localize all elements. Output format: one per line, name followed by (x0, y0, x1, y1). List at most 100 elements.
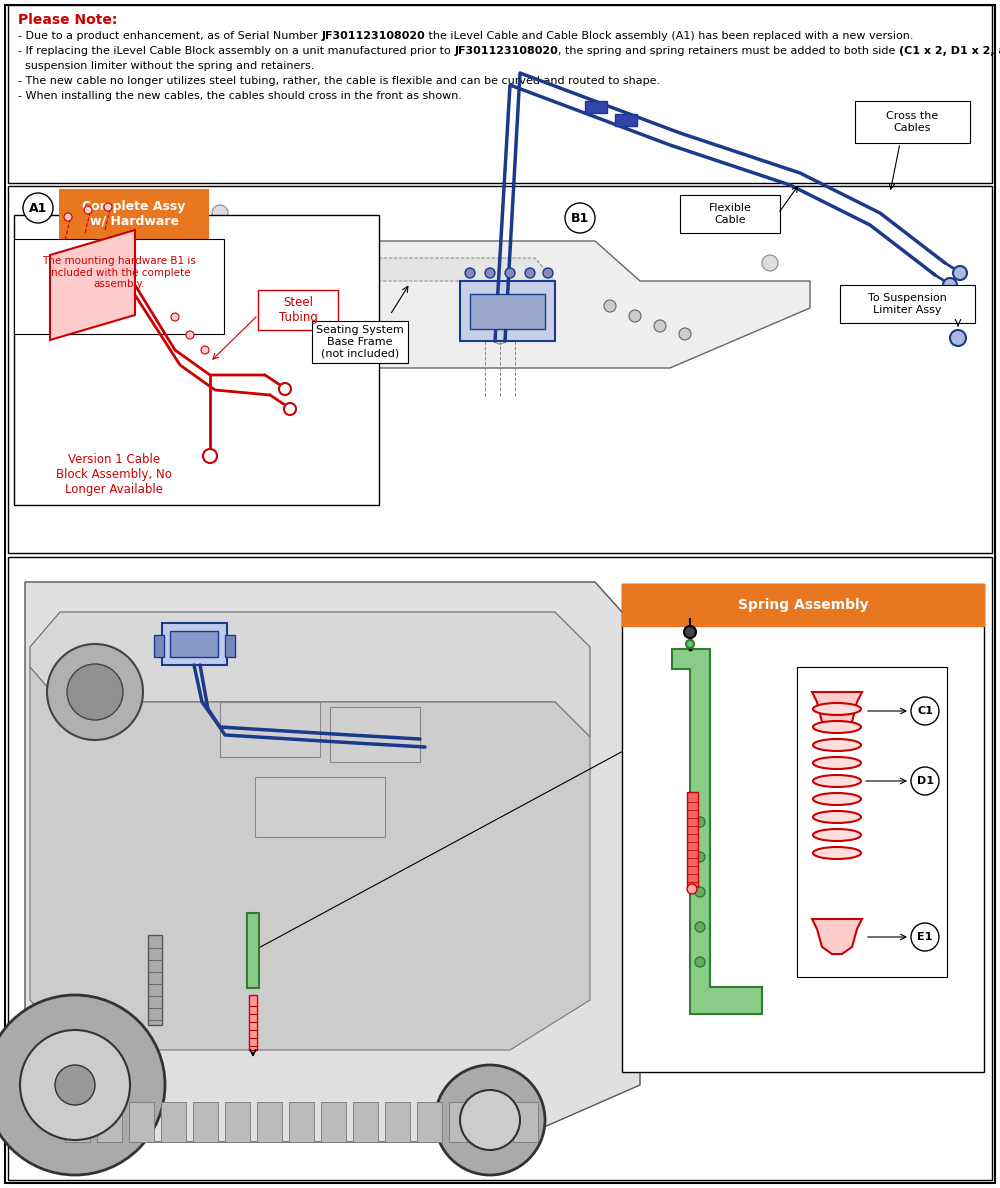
Bar (481, 1102, 506, 1142)
Bar (170, 631, 218, 657)
Circle shape (47, 644, 143, 740)
Circle shape (953, 266, 967, 280)
Bar (330, 707, 420, 762)
Bar (622, 584, 984, 1072)
Polygon shape (812, 691, 862, 729)
Bar (8, 5, 992, 183)
Circle shape (212, 206, 228, 221)
Bar (449, 1102, 474, 1142)
Circle shape (203, 449, 217, 463)
Bar (470, 293, 545, 329)
Bar (797, 666, 947, 977)
Ellipse shape (813, 847, 861, 859)
Bar (225, 1102, 250, 1142)
Text: suspension limiter without the spring and retainers.: suspension limiter without the spring an… (18, 61, 314, 71)
Circle shape (460, 1091, 520, 1150)
Circle shape (20, 1030, 130, 1140)
Text: D1: D1 (916, 776, 934, 786)
Bar (193, 1102, 218, 1142)
Circle shape (565, 203, 595, 233)
Circle shape (679, 328, 691, 340)
Circle shape (201, 346, 209, 354)
Text: - Due to a product enhancement, as of Serial Number: - Due to a product enhancement, as of Se… (18, 31, 321, 42)
Text: The mounting hardware B1 is
included with the complete
assembly.: The mounting hardware B1 is included wit… (42, 255, 196, 289)
Ellipse shape (813, 757, 861, 769)
Circle shape (943, 278, 957, 292)
Ellipse shape (813, 739, 861, 751)
Bar (680, 195, 780, 233)
Ellipse shape (813, 811, 861, 823)
Circle shape (171, 312, 179, 321)
Bar (257, 1102, 282, 1142)
Circle shape (684, 626, 696, 638)
Circle shape (762, 206, 778, 221)
Circle shape (212, 255, 228, 271)
Circle shape (104, 203, 112, 211)
Circle shape (186, 331, 194, 339)
Bar (161, 1102, 186, 1142)
Circle shape (284, 403, 296, 415)
Circle shape (629, 310, 641, 322)
Text: A1: A1 (29, 202, 47, 215)
Ellipse shape (813, 794, 861, 805)
Text: , the spring and spring retainers must be added to both side: , the spring and spring retainers must b… (558, 46, 899, 56)
Bar (129, 1102, 154, 1142)
Ellipse shape (813, 775, 861, 786)
Bar (97, 1102, 122, 1142)
Circle shape (465, 268, 475, 278)
Circle shape (762, 255, 778, 271)
Bar (585, 101, 607, 113)
Bar (289, 1102, 314, 1142)
Bar (615, 114, 637, 126)
Text: - When installing the new cables, the cables should cross in the front as shown.: - When installing the new cables, the ca… (18, 91, 462, 101)
Circle shape (64, 213, 72, 221)
Text: JF301123108020: JF301123108020 (454, 46, 558, 56)
Circle shape (695, 852, 705, 862)
Circle shape (911, 697, 939, 725)
Text: Seating System
Base Frame
(not included): Seating System Base Frame (not included) (316, 326, 404, 359)
Text: - If replacing the iLevel Cable Block assembly on a unit manufactured prior to: - If replacing the iLevel Cable Block as… (18, 46, 454, 56)
Circle shape (435, 1064, 545, 1175)
Polygon shape (672, 649, 762, 1015)
Polygon shape (30, 666, 590, 1050)
Text: C1: C1 (917, 706, 933, 716)
Circle shape (505, 268, 515, 278)
Text: Version 1 Cable
Block Assembly, No
Longer Available: Version 1 Cable Block Assembly, No Longe… (56, 453, 172, 497)
Text: Please Note:: Please Note: (18, 13, 117, 27)
Text: (C1 x 2, D1 x 2, and E1 x 2): (C1 x 2, D1 x 2, and E1 x 2) (899, 46, 1000, 56)
Bar (460, 282, 555, 341)
Bar (513, 1102, 538, 1142)
Text: JF301123108020: JF301123108020 (321, 31, 425, 42)
Text: Spring Assembly: Spring Assembly (738, 598, 868, 612)
Text: the iLevel Cable and Cable Block assembly (A1) has been replaced with a new vers: the iLevel Cable and Cable Block assembl… (425, 31, 914, 42)
Ellipse shape (813, 829, 861, 841)
Text: Complete Assy
w/ Hardware: Complete Assy w/ Hardware (82, 200, 186, 228)
Circle shape (0, 996, 165, 1175)
Polygon shape (255, 258, 555, 282)
Circle shape (695, 817, 705, 827)
Bar (249, 996, 257, 1050)
Bar (8, 557, 992, 1180)
Bar (60, 190, 208, 238)
Text: To Suspension
Limiter Assy: To Suspension Limiter Assy (868, 293, 946, 315)
Circle shape (494, 331, 506, 345)
Ellipse shape (813, 721, 861, 733)
Circle shape (55, 1064, 95, 1105)
Bar (225, 636, 235, 657)
Bar (14, 239, 224, 334)
Bar (65, 1102, 90, 1142)
Circle shape (950, 330, 966, 346)
Bar (148, 935, 162, 1025)
Circle shape (67, 664, 123, 720)
Polygon shape (25, 582, 640, 1142)
Bar (353, 1102, 378, 1142)
Bar (258, 290, 338, 330)
Circle shape (543, 268, 553, 278)
Bar (385, 1102, 410, 1142)
Circle shape (695, 958, 705, 967)
Bar (855, 101, 970, 143)
Text: B1: B1 (571, 211, 589, 225)
Text: - The new cable no longer utilizes steel tubing, rather, the cable is flexible a: - The new cable no longer utilizes steel… (18, 76, 660, 86)
Circle shape (84, 206, 92, 214)
Bar (687, 792, 698, 887)
